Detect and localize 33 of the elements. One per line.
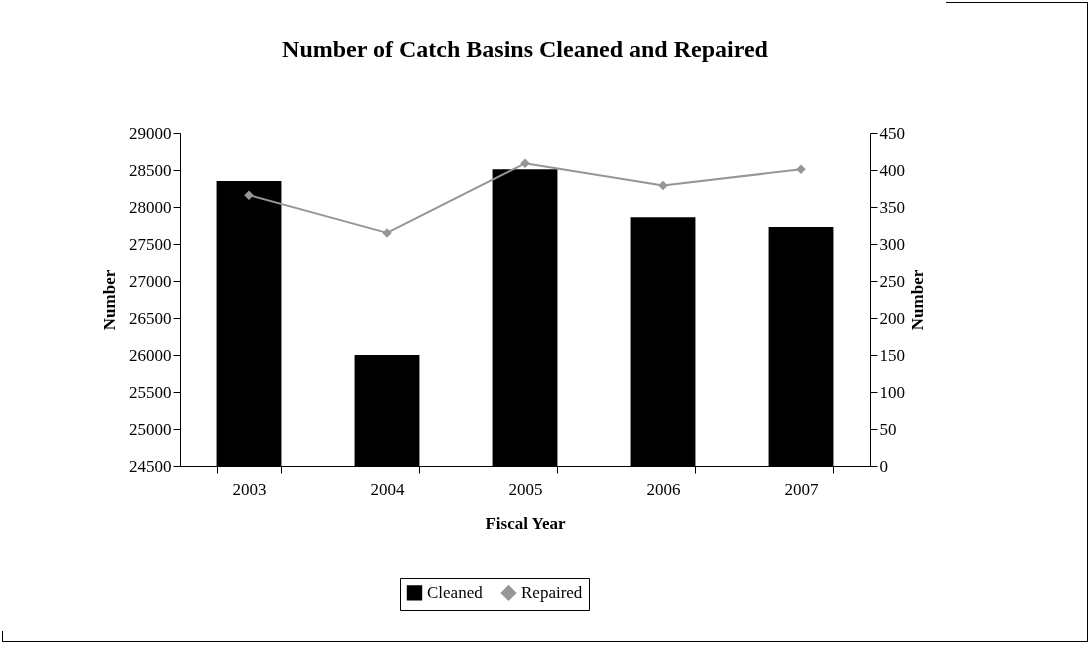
y-tick-label: 24500: [129, 456, 172, 476]
legend-label: Repaired: [521, 582, 583, 602]
y2-tick-label: 350: [879, 197, 905, 217]
y-tick-label: 26000: [129, 345, 172, 365]
y2-tick-label: 300: [879, 234, 905, 254]
y-tick-label: 27000: [129, 271, 172, 291]
y-axis-title: Number: [100, 269, 119, 331]
x-tick-label: 2004: [370, 479, 405, 499]
y2-axis-title: Number: [908, 269, 927, 331]
y-tick-label: 25500: [129, 382, 172, 402]
x-tick-label: 2003: [232, 479, 267, 499]
y2-tick-label: 100: [879, 382, 905, 402]
chart-title: Number of Catch Basins Cleaned and Repaired: [282, 36, 769, 62]
point: [520, 158, 530, 169]
point: [658, 180, 668, 191]
y-tick-label: 28000: [129, 197, 172, 217]
y2-tick-label: 250: [879, 271, 905, 291]
legend-label: Cleaned: [427, 582, 484, 602]
y-tick-label: 27500: [129, 234, 172, 254]
y2-tick-label: 150: [879, 345, 905, 365]
y-tick-label: 28500: [129, 160, 172, 180]
y2-tick-label: 400: [879, 160, 905, 180]
x-tick-label: 2005: [508, 479, 543, 499]
x-axis-title: Fiscal Year: [485, 513, 566, 533]
x-tick-label: 2007: [784, 479, 819, 499]
y2-tick-label: 0: [879, 456, 888, 476]
x-tick-label: 2006: [646, 479, 681, 499]
y2-tick-label: 50: [879, 419, 897, 439]
y2-tick-label: 450: [879, 123, 905, 143]
y-tick-label: 25000: [129, 419, 172, 439]
y-tick-label: 29000: [129, 123, 172, 143]
y2-tick-label: 200: [879, 308, 905, 328]
y-tick-label: 26500: [129, 308, 172, 328]
